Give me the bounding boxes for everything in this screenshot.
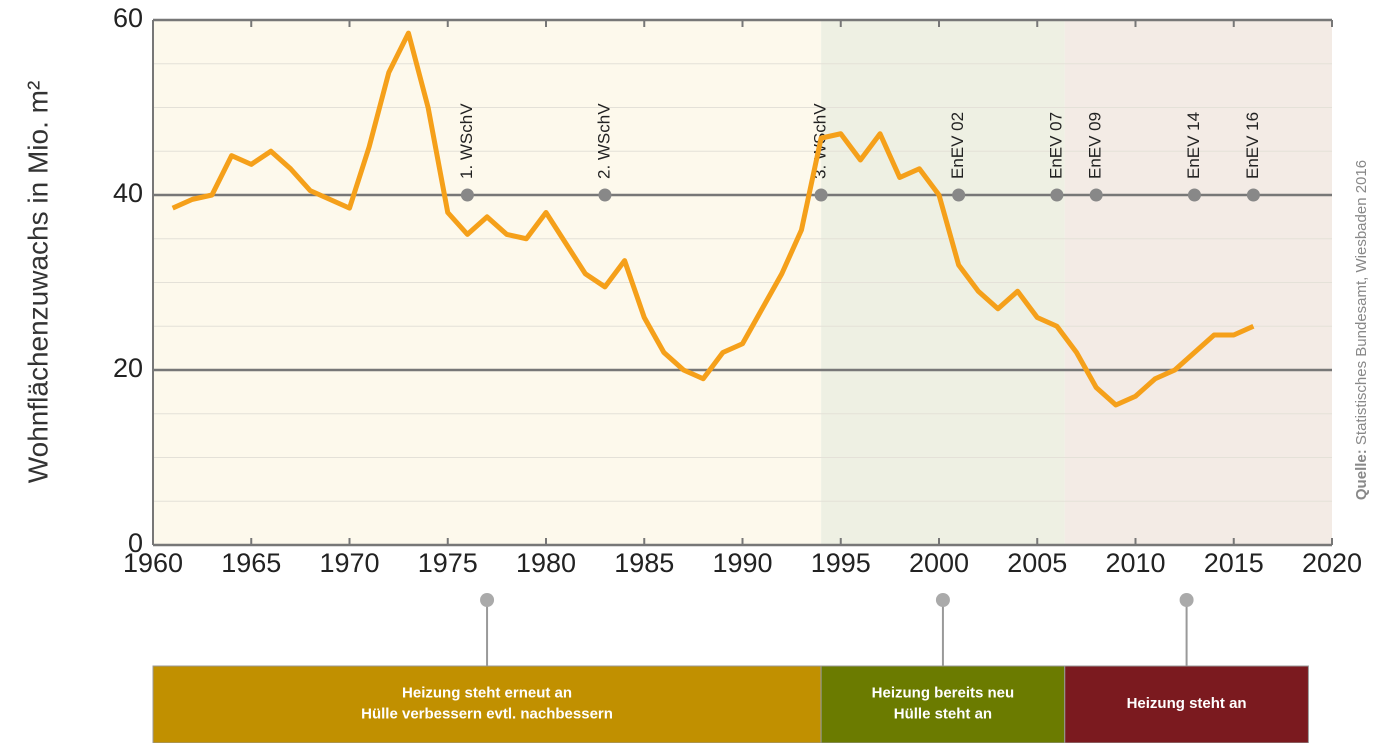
y-tick-label: 20 [113, 353, 143, 383]
phase-text: Hülle verbessern evtl. nachbessern [361, 705, 613, 722]
x-tick-label: 1990 [712, 548, 772, 578]
pointer-dot [1179, 593, 1194, 607]
phase-text: Hülle steht an [894, 705, 992, 722]
regulation-marker [1246, 188, 1260, 202]
x-tick-label: 1960 [123, 548, 183, 578]
y-tick-label: 0 [128, 528, 143, 558]
regulation-marker [952, 188, 966, 202]
regulation-label: 1. WSchV [457, 103, 476, 179]
x-tick-label: 1985 [614, 548, 674, 578]
regulation-marker [814, 188, 828, 202]
regulation-label: EnEV 07 [1046, 112, 1065, 179]
source-label: Quelle: [1353, 449, 1370, 500]
regulation-marker [1050, 188, 1064, 202]
phase-box [152, 665, 822, 743]
phase-text: Heizung bereits neu [872, 684, 1015, 701]
regulation-label: 2. WSchV [594, 103, 613, 179]
regulation-label: EnEV 14 [1184, 112, 1203, 179]
x-tick-label: 1980 [516, 548, 576, 578]
x-tick-label: 2020 [1302, 548, 1362, 578]
regulation-marker [1187, 188, 1201, 202]
regulation-marker [460, 188, 474, 202]
x-tick-label: 2010 [1105, 548, 1165, 578]
regulation-label: EnEV 02 [948, 112, 967, 179]
y-axis-label: Wohnflächenzuwachs in Mio. m² [22, 81, 53, 484]
pointer-dot [935, 593, 950, 607]
x-tick-label: 2000 [909, 548, 969, 578]
x-tick-label: 1995 [811, 548, 871, 578]
x-tick-label: 2005 [1007, 548, 1067, 578]
regulation-label: EnEV 09 [1086, 112, 1105, 179]
pointer-dot [480, 593, 495, 607]
regulation-label: EnEV 16 [1243, 112, 1262, 179]
regulation-marker [598, 188, 612, 202]
y-tick-label: 60 [113, 3, 143, 33]
phase-box [820, 665, 1066, 743]
phase-text: Heizung steht an [1127, 695, 1247, 712]
source: Quelle: Statistisches Bundesamt, Wiesbad… [1353, 160, 1370, 500]
phase-box [1064, 665, 1309, 743]
regulation-marker [1089, 188, 1103, 202]
y-tick-label: 40 [113, 178, 143, 208]
x-tick-label: 1970 [319, 548, 379, 578]
x-tick-label: 1965 [221, 548, 281, 578]
data-line [171, 30, 1255, 408]
x-tick-label: 2015 [1204, 548, 1264, 578]
phase-text: Heizung steht erneut an [402, 684, 572, 701]
x-tick-label: 1975 [418, 548, 478, 578]
source-text: Statistisches Bundesamt, Wiesbaden 2016 [1353, 160, 1370, 445]
